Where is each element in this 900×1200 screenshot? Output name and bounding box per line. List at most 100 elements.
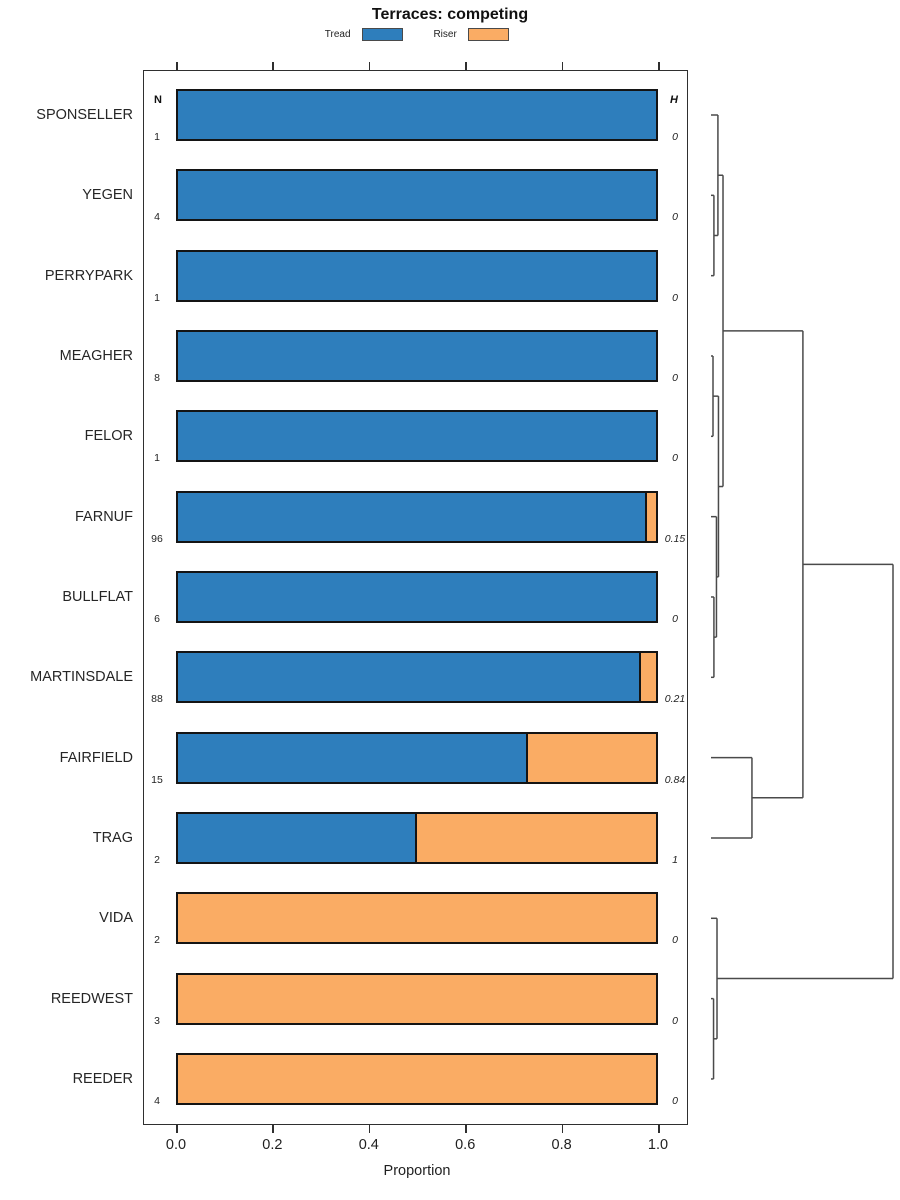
h-value: 0	[672, 371, 678, 384]
h-value: 0	[672, 1014, 678, 1027]
x-axis-tick-bottom	[272, 1125, 274, 1133]
bar-segment-tread	[176, 490, 647, 543]
x-axis-tick-top	[176, 62, 178, 70]
h-value: 0	[672, 291, 678, 304]
n-value: 2	[154, 853, 160, 866]
x-axis-tick-bottom	[561, 1125, 564, 1133]
h-value: 0	[672, 612, 678, 625]
row-label-trag: TRAG	[92, 829, 133, 846]
row-label-reedwest: REEDWEST	[50, 990, 133, 1007]
x-axis-tick-bottom	[176, 1125, 178, 1133]
x-axis-tick-label: 0.4	[358, 1137, 379, 1153]
x-axis-tick-top	[561, 62, 564, 70]
bar-segment-riser	[528, 731, 658, 784]
bar-segment-tread	[176, 410, 658, 463]
h-value: 0	[672, 131, 678, 143]
row-label-reeder: REEDER	[72, 1070, 133, 1087]
bar-segment-tread	[176, 570, 658, 623]
x-axis-tick-top	[272, 62, 274, 70]
n-value: 2	[154, 934, 160, 947]
n-value: 1	[154, 131, 160, 143]
bar-segment-tread	[176, 249, 658, 302]
x-axis-tick-label: 0.0	[165, 1137, 187, 1153]
legend-label-tread: Tread	[324, 29, 351, 41]
bar-segment-tread	[176, 651, 641, 704]
n-value: 88	[151, 693, 163, 706]
legend-item-riser: Riser	[433, 26, 510, 44]
row-label-perrypark: PERRYPARK	[44, 267, 133, 284]
h-value: 0.21	[664, 693, 686, 706]
x-axis-tick-bottom	[368, 1125, 371, 1133]
stacked-bar-trag	[176, 811, 658, 864]
n-value: 96	[151, 532, 163, 545]
row-label-sponseller: SPONSELLER	[36, 107, 133, 123]
bar-segment-riser	[641, 651, 658, 704]
x-axis-tick-label: 0.2	[262, 1137, 283, 1153]
stacked-bar-meagher	[176, 329, 658, 382]
row-label-yegen: YEGEN	[82, 187, 133, 204]
bar-segment-tread	[176, 89, 658, 141]
x-axis-tick-label: 1.0	[647, 1137, 669, 1153]
h-value: 0.15	[664, 532, 686, 545]
stacked-bar-fairfield	[176, 731, 658, 784]
stacked-bar-yegen	[176, 169, 658, 222]
stacked-bar-bullflat	[176, 570, 658, 623]
h-value: 0	[672, 1094, 678, 1107]
n-value: 1	[154, 452, 160, 465]
chart-title: Terraces: competing	[371, 6, 529, 23]
n-value: 15	[151, 773, 163, 786]
n-value: 8	[154, 371, 160, 384]
x-axis-tick-top	[465, 62, 467, 70]
x-axis-title: Proportion	[383, 1163, 451, 1179]
row-label-martinsdale: MARTINSDALE	[30, 669, 133, 686]
bar-segment-tread	[176, 811, 417, 864]
x-axis-tick-top	[658, 62, 660, 70]
n-value: 3	[154, 1014, 160, 1027]
row-label-farnuf: FARNUF	[75, 508, 133, 525]
bar-segment-riser	[176, 972, 658, 1025]
h-value: 0	[672, 211, 678, 224]
x-axis-tick-bottom	[465, 1125, 467, 1133]
legend-swatch-riser	[468, 28, 510, 42]
bar-segment-riser	[176, 1052, 658, 1105]
legend-item-tread: Tread	[325, 26, 403, 44]
legend-swatch-tread	[361, 28, 403, 42]
row-label-felor: FELOR	[84, 428, 133, 445]
column-header-n: N	[154, 94, 162, 106]
row-label-meagher: MEAGHER	[59, 347, 133, 364]
stacked-bar-reedwest	[176, 972, 658, 1025]
h-value: 0.84	[664, 773, 686, 786]
h-value: 0	[672, 452, 678, 465]
stacked-bar-vida	[176, 892, 658, 945]
x-axis-tick-label: 0.8	[551, 1137, 572, 1153]
bar-segment-riser	[176, 892, 658, 945]
x-axis-tick-bottom	[658, 1125, 660, 1133]
h-value: 0	[672, 934, 678, 947]
x-axis-tick-top	[368, 62, 371, 70]
row-label-bullflat: BULLFLAT	[62, 588, 133, 605]
bar-segment-tread	[176, 169, 658, 222]
legend-label-riser: Riser	[433, 29, 457, 41]
stacked-bar-sponseller	[176, 89, 658, 141]
stacked-bar-farnuf	[176, 490, 658, 543]
row-label-fairfield: FAIRFIELD	[59, 749, 133, 766]
bar-segment-tread	[176, 329, 658, 382]
row-label-vida: VIDA	[99, 910, 133, 927]
bar-segment-riser	[417, 811, 658, 864]
stacked-bar-perrypark	[176, 249, 658, 302]
legend: Tread Riser	[0, 26, 834, 42]
stacked-bar-felor	[176, 410, 658, 463]
bar-segment-tread	[176, 731, 528, 784]
n-value: 6	[154, 612, 160, 625]
h-value: 1	[672, 853, 678, 866]
n-value: 1	[154, 291, 160, 304]
x-axis-tick-label: 0.6	[455, 1137, 476, 1153]
bar-segment-riser	[647, 490, 658, 543]
n-value: 4	[154, 211, 160, 224]
n-value: 4	[154, 1094, 160, 1107]
column-header-h: H	[670, 94, 678, 106]
stacked-bar-martinsdale	[176, 651, 658, 704]
stacked-bar-reeder	[176, 1052, 658, 1105]
